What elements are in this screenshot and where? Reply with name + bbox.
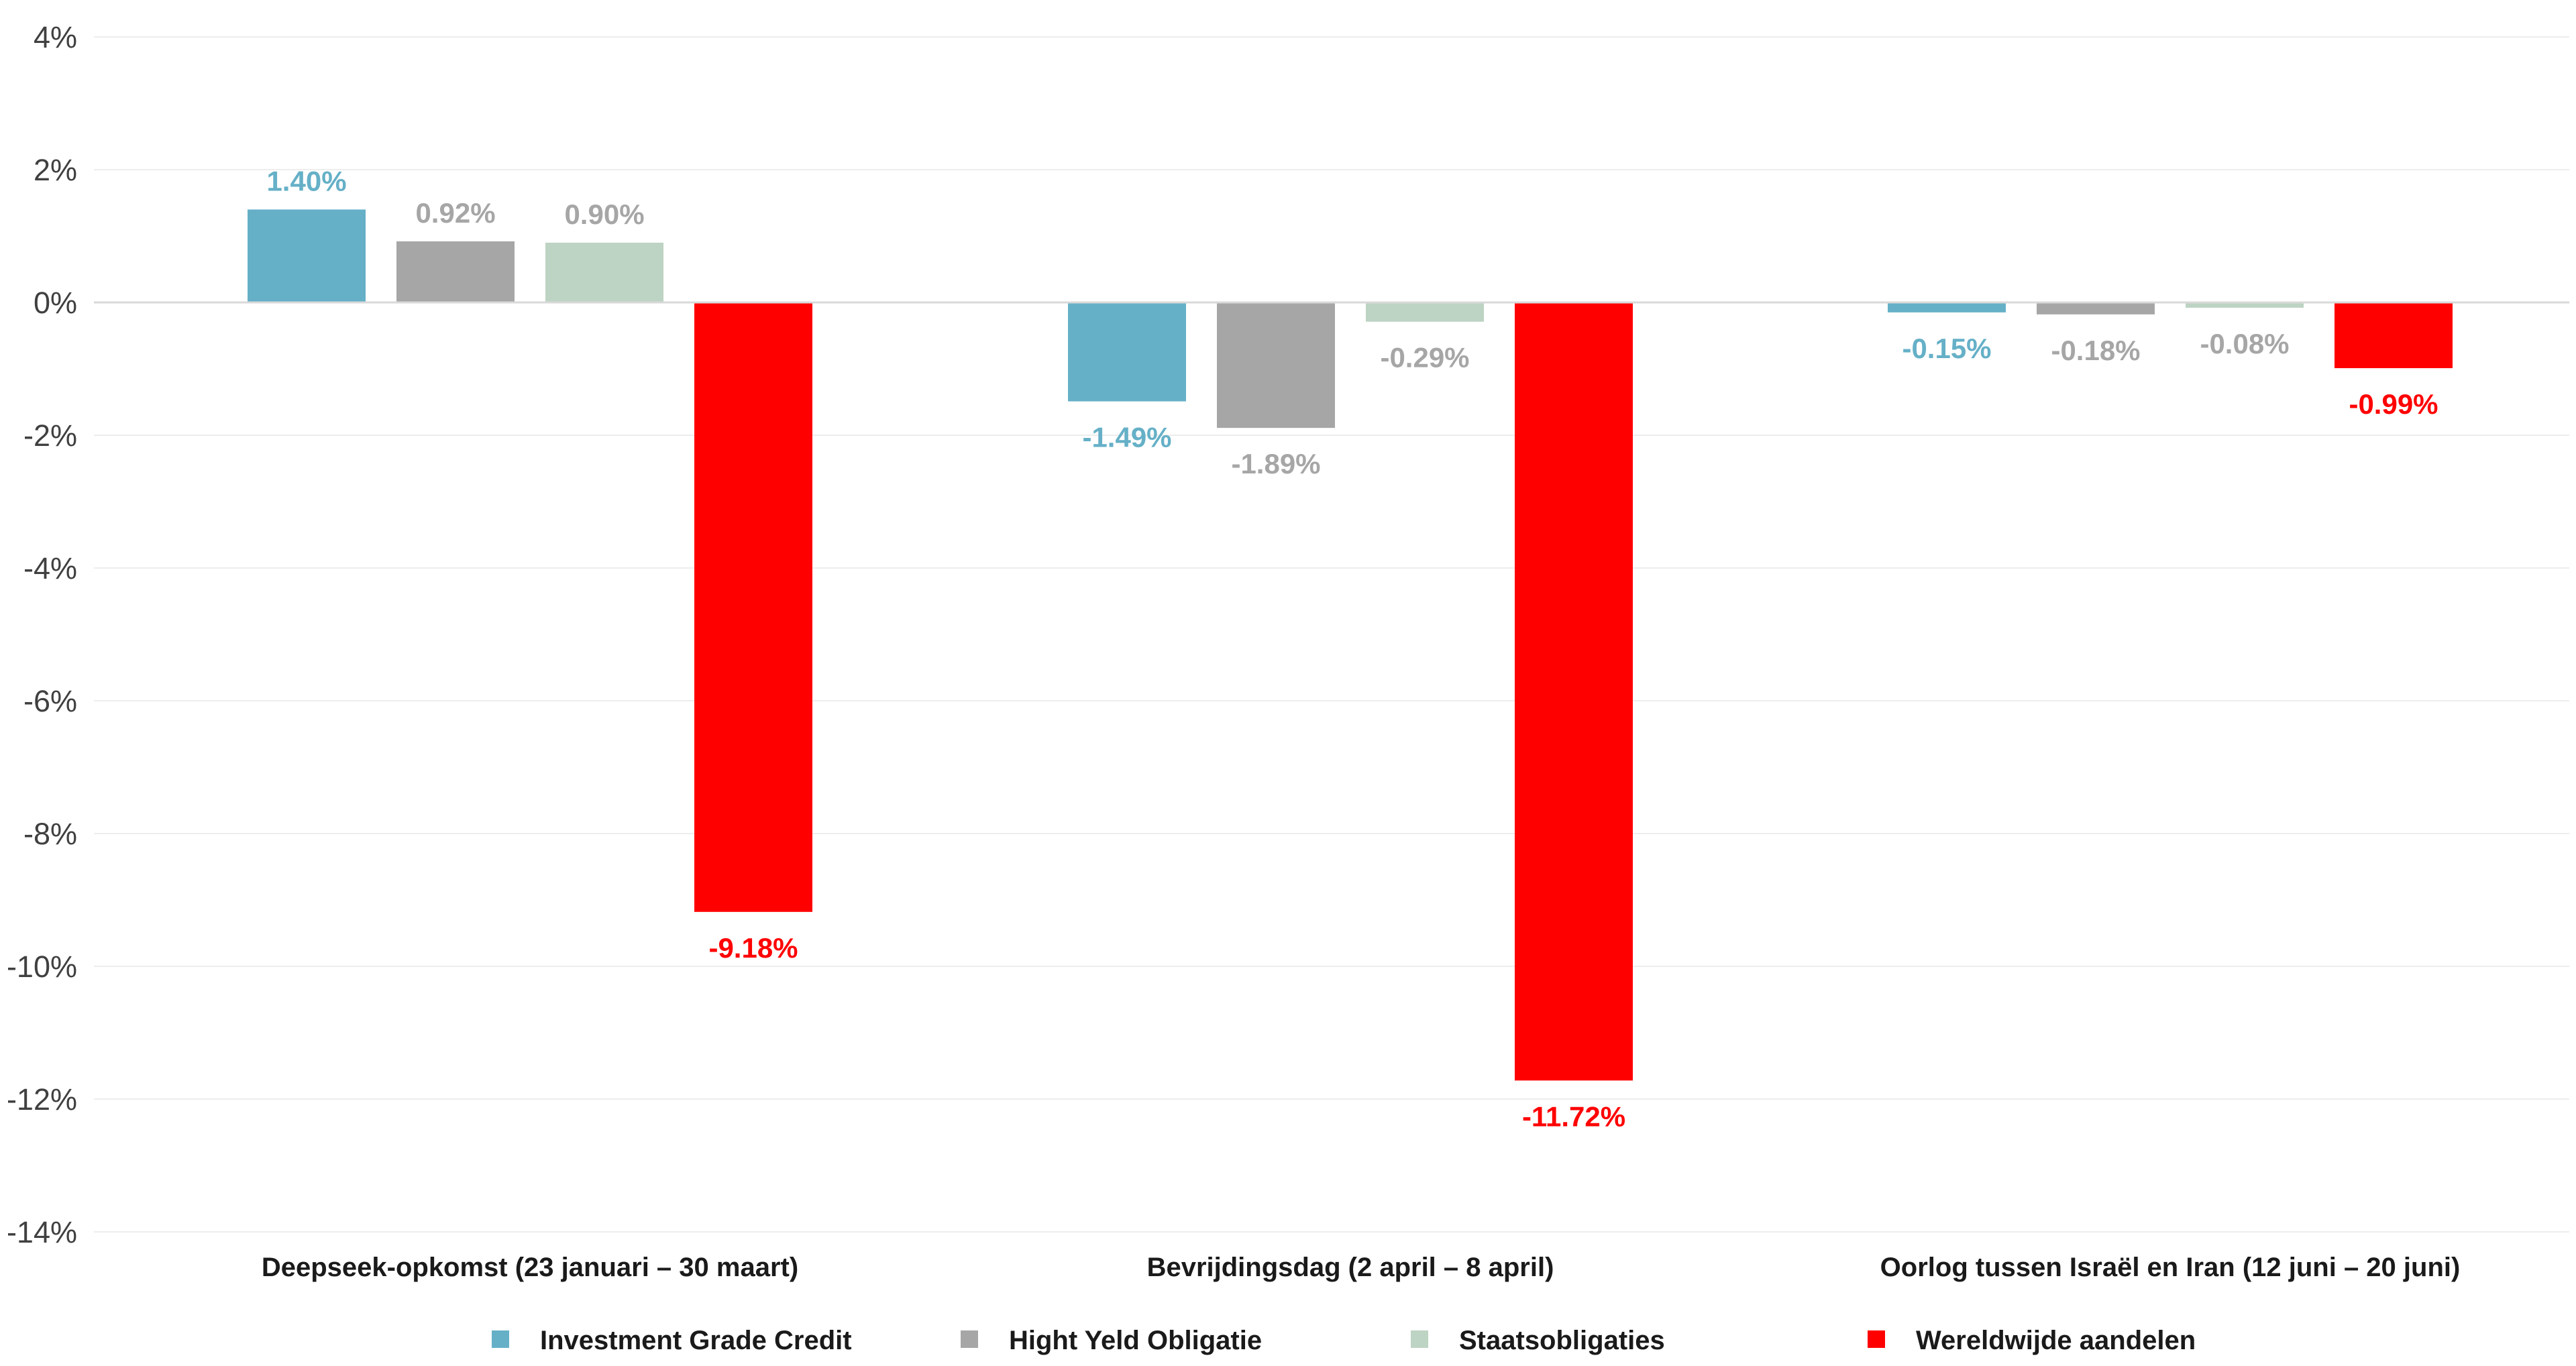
data-label: 0.92% xyxy=(415,197,495,229)
bar-wereldwijde-aandelen xyxy=(1515,302,1633,1081)
bar-investment-grade-credit xyxy=(1068,302,1186,402)
y-tick-label: -4% xyxy=(23,551,77,585)
y-tick-label: -10% xyxy=(7,950,77,984)
bar-hight-yeld-obligatie xyxy=(1217,302,1335,429)
data-label: -0.29% xyxy=(1380,342,1469,374)
legend-item: Staatsobligaties xyxy=(1411,1326,1665,1355)
bar-hight-yeld-obligatie xyxy=(2037,302,2155,315)
legend-swatch xyxy=(492,1330,509,1348)
data-label: 1.40% xyxy=(266,165,346,196)
legend-swatch xyxy=(1411,1330,1428,1348)
y-tick-label: -6% xyxy=(23,684,77,718)
y-tick-label: -8% xyxy=(23,817,77,851)
legend-item: Wereldwijde aandelen xyxy=(1868,1326,2196,1355)
bar-investment-grade-credit xyxy=(1888,302,2006,312)
y-tick-label: 0% xyxy=(34,286,77,320)
category-label: Oorlog tussen Israël en Iran (12 juni – … xyxy=(1880,1253,2461,1282)
bar-investment-grade-credit xyxy=(248,209,366,302)
bar-staatsobligaties xyxy=(545,242,663,302)
y-tick-label: -14% xyxy=(7,1215,77,1249)
bar-staatsobligaties xyxy=(2186,302,2304,308)
legend-item: Hight Yeld Obligatie xyxy=(961,1326,1262,1355)
y-tick-label: 2% xyxy=(34,153,77,187)
bar-wereldwijde-aandelen xyxy=(2334,302,2453,369)
y-tick-label: 4% xyxy=(34,20,77,54)
legend-item: Investment Grade Credit xyxy=(492,1326,852,1355)
legend-swatch xyxy=(1868,1330,1885,1348)
data-label: -1.89% xyxy=(1231,448,1320,479)
legend: Investment Grade Credit Hight Yeld Obliga… xyxy=(492,1326,2196,1355)
data-label: -9.18% xyxy=(708,932,798,964)
legend-label: Investment Grade Credit xyxy=(540,1326,852,1355)
bar-hight-yeld-obligatie xyxy=(396,241,515,302)
data-label: -0.18% xyxy=(2051,335,2140,366)
legend-label: Hight Yeld Obligatie xyxy=(1009,1326,1262,1355)
data-label: -11.72% xyxy=(1522,1100,1625,1132)
data-label: -0.08% xyxy=(2200,328,2289,359)
category-label: Bevrijdingsdag (2 april – 8 april) xyxy=(1147,1253,1554,1282)
category-label: Deepseek-opkomst (23 januari – 30 maart) xyxy=(262,1253,798,1282)
data-label: -0.15% xyxy=(1902,333,1991,364)
data-label: -0.99% xyxy=(2349,388,2438,420)
legend-label: Wereldwijde aandelen xyxy=(1916,1326,2196,1355)
data-label: 0.90% xyxy=(564,198,644,230)
gridlines xyxy=(94,36,2569,1233)
data-labels: 1.40% -1.49% -0.15% 0.92% -1.89% -0.18% 0.90% -… xyxy=(266,165,2438,1132)
y-tick-label: -12% xyxy=(7,1082,77,1117)
bar-staatsobligaties xyxy=(1366,302,1484,322)
bar-wereldwijde-aandelen xyxy=(694,302,812,912)
y-tick-label: -2% xyxy=(23,418,77,453)
data-label: -1.49% xyxy=(1082,422,1171,453)
bars xyxy=(248,209,2453,1081)
category-labels: Deepseek-opkomst (23 januari – 30 maart)… xyxy=(262,1253,2461,1282)
legend-label: Staatsobligaties xyxy=(1459,1326,1665,1355)
y-axis-tick-labels: 4% 2% 0% -2% -4% -6% -8% -10% -12% -14% xyxy=(7,20,77,1249)
legend-swatch xyxy=(961,1330,978,1348)
